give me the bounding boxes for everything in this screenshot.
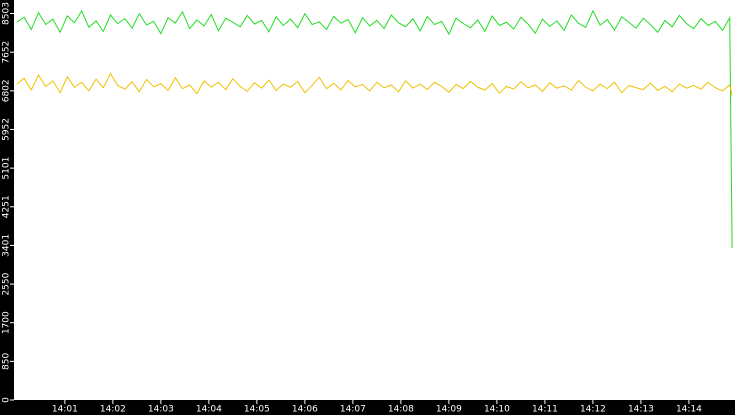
y-tick-label: 7652 — [2, 41, 12, 64]
series-line — [16, 9, 733, 249]
x-tick-label: 14:09 — [436, 405, 462, 415]
y-tick-label: 2550 — [2, 272, 12, 295]
y-tick-label: 4251 — [2, 195, 12, 218]
y-tick-label: 8503 — [2, 2, 12, 25]
y-tick-label: 5952 — [2, 118, 12, 141]
x-tick-label: 14:12 — [580, 405, 606, 415]
x-tick-label: 14:08 — [388, 405, 414, 415]
x-tick-label: 14:04 — [196, 405, 222, 415]
y-tick-label: 3401 — [2, 234, 12, 257]
x-tick-label: 14:14 — [676, 405, 702, 415]
series-line — [16, 72, 733, 96]
y-axis-strip — [0, 0, 14, 415]
y-tick-label: 5101 — [2, 157, 12, 180]
y-tick-label: 1700 — [2, 311, 12, 334]
x-tick-label: 14:02 — [100, 405, 126, 415]
y-tick-label: 850 — [2, 353, 12, 370]
x-tick-label: 14:05 — [244, 405, 270, 415]
x-tick-label: 14:07 — [340, 405, 366, 415]
x-axis-strip — [0, 400, 735, 415]
x-tick-label: 14:11 — [532, 405, 558, 415]
y-tick-label: 6802 — [2, 79, 12, 102]
x-tick-label: 14:03 — [148, 405, 174, 415]
x-tick-label: 14:01 — [52, 405, 78, 415]
x-tick-label: 14:13 — [628, 405, 654, 415]
x-tick-label: 14:06 — [292, 405, 318, 415]
y-tick-label: 0 — [2, 397, 12, 403]
x-tick-label: 14:10 — [484, 405, 510, 415]
